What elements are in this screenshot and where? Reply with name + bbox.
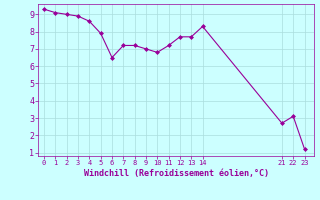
X-axis label: Windchill (Refroidissement éolien,°C): Windchill (Refroidissement éolien,°C) bbox=[84, 169, 268, 178]
